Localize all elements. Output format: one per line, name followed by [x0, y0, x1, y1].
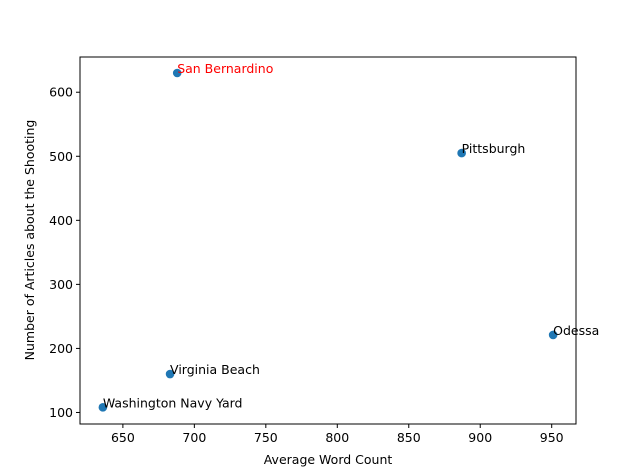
y-tick-label: 200 [49, 341, 73, 356]
plot-area [80, 57, 576, 424]
y-tick-label: 100 [49, 405, 73, 420]
x-tick-label: 700 [182, 430, 206, 445]
y-axis-label: Number of Articles about the Shooting [22, 120, 37, 361]
data-point [165, 369, 175, 379]
y-tick-label: 600 [49, 85, 73, 100]
point-label: Pittsburgh [462, 141, 526, 156]
point-label: Washington Navy Yard [103, 395, 243, 410]
x-tick-label: 850 [397, 430, 421, 445]
x-tick-label: 650 [111, 430, 135, 445]
point-label: San Bernardino [177, 61, 273, 76]
point-label: Virginia Beach [170, 362, 260, 377]
x-tick-label: 950 [540, 430, 564, 445]
x-axis-ticks: 650 700 750 800 850 900 950 [111, 424, 564, 445]
y-tick-label: 400 [49, 213, 73, 228]
x-tick-label: 900 [468, 430, 492, 445]
data-point [457, 148, 466, 158]
y-tick-label: 300 [49, 277, 73, 292]
y-tick-label: 500 [49, 149, 73, 164]
data-points [98, 68, 558, 412]
data-point [98, 403, 108, 412]
x-axis-label: Average Word Count [264, 452, 393, 467]
data-point [172, 68, 182, 78]
x-tick-label: 800 [325, 430, 349, 445]
y-axis-ticks: 100 200 300 400 500 600 [49, 85, 80, 420]
plot-frame [79, 56, 577, 425]
data-point [548, 330, 558, 340]
x-tick-label: 750 [254, 430, 278, 445]
